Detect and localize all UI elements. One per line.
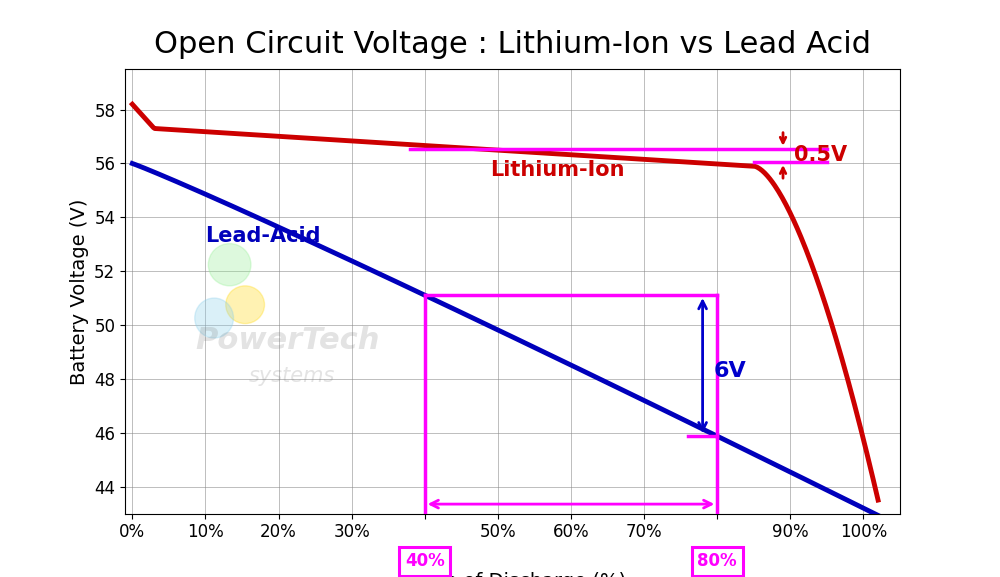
Title: Open Circuit Voltage : Lithium-Ion vs Lead Acid: Open Circuit Voltage : Lithium-Ion vs Le… — [154, 29, 871, 59]
Text: 6V: 6V — [714, 361, 746, 381]
Text: Lithium-Ion: Lithium-Ion — [491, 160, 625, 179]
Text: 80%: 80% — [697, 552, 737, 571]
Text: 40%: 40% — [405, 552, 445, 571]
Y-axis label: Battery Voltage (V): Battery Voltage (V) — [70, 198, 89, 385]
Text: 0.5V: 0.5V — [794, 145, 847, 166]
Text: Lead-Acid: Lead-Acid — [205, 226, 321, 246]
Ellipse shape — [195, 298, 234, 338]
Text: systems: systems — [248, 366, 335, 386]
Text: PowerTech: PowerTech — [196, 326, 380, 355]
Ellipse shape — [208, 243, 251, 286]
Ellipse shape — [226, 286, 264, 324]
X-axis label: Depth of Discharge (%): Depth of Discharge (%) — [398, 572, 627, 577]
